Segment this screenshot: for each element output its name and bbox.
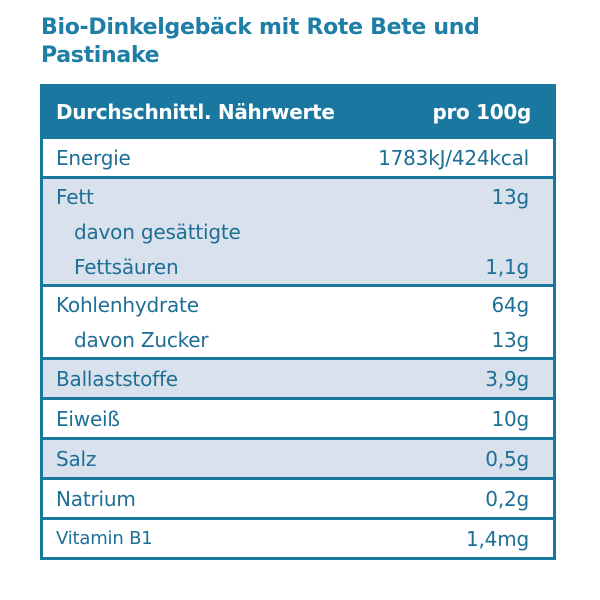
- product-title: Bio-Dinkelgebäck mit Rote Bete und Pasti…: [41, 15, 480, 68]
- table-header: Durchschnittl. Nährwerte pro 100g: [43, 87, 553, 136]
- row-label: Ballaststoffe: [56, 366, 178, 391]
- row-natrium: Natrium 0,2g: [43, 480, 553, 517]
- row-label: Salz: [56, 446, 97, 471]
- row-fett: Fett 13g davon gesättigte Fettsäuren 1,1…: [43, 179, 553, 284]
- row-value: 0,2g: [485, 486, 529, 511]
- row-value: 13g: [491, 184, 529, 209]
- header-unit: pro 100g: [432, 99, 531, 124]
- row-label: Kohlenhydrate: [56, 292, 199, 317]
- row-label: Vitamin B1: [56, 528, 153, 549]
- row-sublabel: davon Zucker: [74, 327, 209, 352]
- row-value: 64g: [491, 292, 529, 317]
- row-salz: Salz 0,5g: [43, 440, 553, 477]
- row-kohlenhydrate: Kohlenhydrate 64g davon Zucker 13g: [43, 287, 553, 357]
- row-value: 3,9g: [485, 366, 529, 391]
- row-sublabel: Fettsäuren: [74, 254, 179, 279]
- row-ballaststoffe: Ballaststoffe 3,9g: [43, 360, 553, 397]
- row-value: 1,4mg: [466, 526, 529, 551]
- row-eiweiss: Eiweiß 10g: [43, 400, 553, 437]
- row-energie: Energie 1783kJ/424kcal: [43, 139, 553, 176]
- row-vitamin-b1: Vitamin B1 1,4mg: [43, 520, 553, 557]
- row-value: 0,5g: [485, 446, 529, 471]
- header-label: Durchschnittl. Nährwerte: [56, 99, 335, 124]
- row-label: Energie: [56, 145, 131, 170]
- row-subvalue: 13g: [491, 327, 529, 352]
- row-subvalue: 1,1g: [485, 254, 529, 279]
- row-label: Eiweiß: [56, 406, 120, 431]
- row-label: Natrium: [56, 486, 136, 511]
- row-value: 10g: [491, 406, 529, 431]
- nutrition-table: Durchschnittl. Nährwerte pro 100g Energi…: [40, 84, 556, 560]
- row-label: Fett: [56, 184, 94, 209]
- row-sublabel: davon gesättigte: [74, 219, 241, 244]
- row-value: 1783kJ/424kcal: [378, 145, 529, 170]
